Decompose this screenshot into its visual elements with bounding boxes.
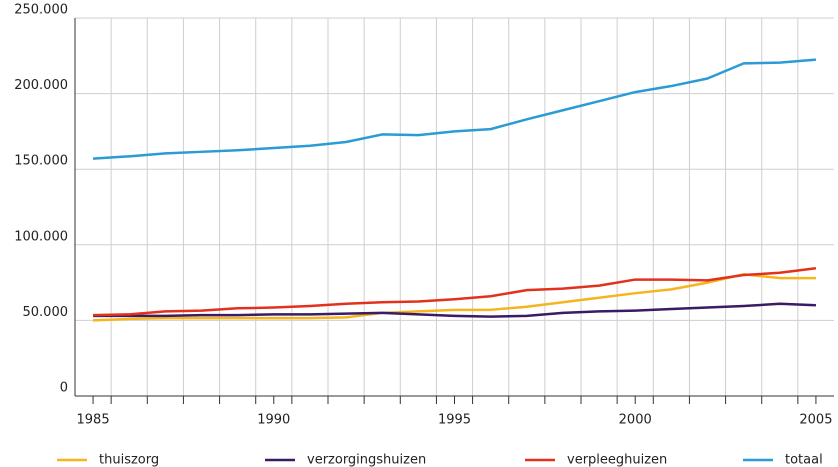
y-tick-label: 50.000: [23, 305, 69, 320]
series-line: [93, 302, 816, 318]
legend-label: verpleeghuizen: [567, 453, 667, 467]
x-tick-label: 1990: [257, 413, 290, 428]
x-tick-label: 2005: [799, 413, 832, 428]
x-tick-label: 1995: [438, 413, 471, 428]
y-tick-label: 0: [60, 381, 68, 396]
y-tick-label: 250.000: [14, 3, 68, 18]
legend-label: thuiszorg: [99, 453, 159, 467]
x-tick-label: 1985: [77, 413, 110, 428]
series-line: [93, 266, 817, 317]
y-tick-label: 100.000: [14, 229, 68, 244]
y-tick-label: 200.000: [14, 78, 68, 93]
y-tick-label: 150.000: [14, 154, 68, 169]
legend-label: totaal: [785, 453, 823, 467]
series-line: [93, 273, 816, 322]
x-tick-label: 2000: [619, 413, 652, 428]
legend-label: verzorgingshuizen: [307, 453, 426, 467]
series-line: [92, 58, 817, 160]
